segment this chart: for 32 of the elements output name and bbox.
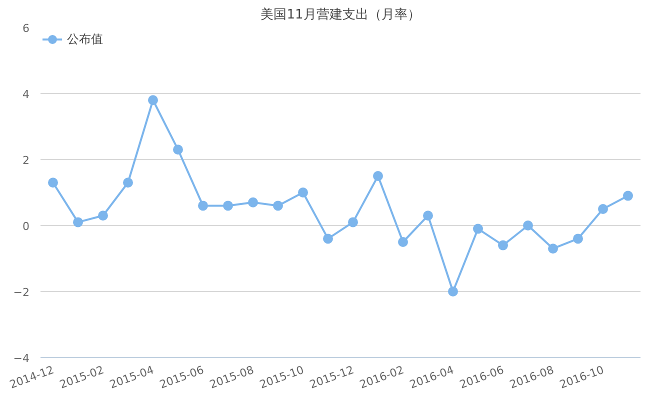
point [448,286,458,296]
y-tick-label: 6 [22,22,30,35]
point [73,217,83,228]
point [398,237,408,247]
chart-title: 美国11月营建支出（月率） [260,6,420,22]
point [623,190,633,201]
point [423,210,433,221]
point [48,178,58,188]
point [598,204,608,214]
point [323,234,333,244]
point [298,188,308,198]
point [373,171,383,181]
point [223,200,233,211]
point [548,244,558,254]
point [173,144,183,155]
y-tick-label: 0 [22,220,30,233]
point [498,240,508,250]
y-tick-label: 4 [22,88,30,101]
point [573,234,583,244]
point [148,95,158,106]
legend-label: 公布值 [67,30,103,48]
y-tick-label: −4 [13,352,30,365]
point [123,178,133,188]
y-tick-label: 2 [22,154,30,167]
y-tick-label: −2 [13,286,30,299]
point [273,200,283,211]
point [523,220,533,230]
point [473,224,483,234]
point [248,197,258,208]
point [98,210,108,221]
point [198,200,208,211]
point [348,217,358,228]
